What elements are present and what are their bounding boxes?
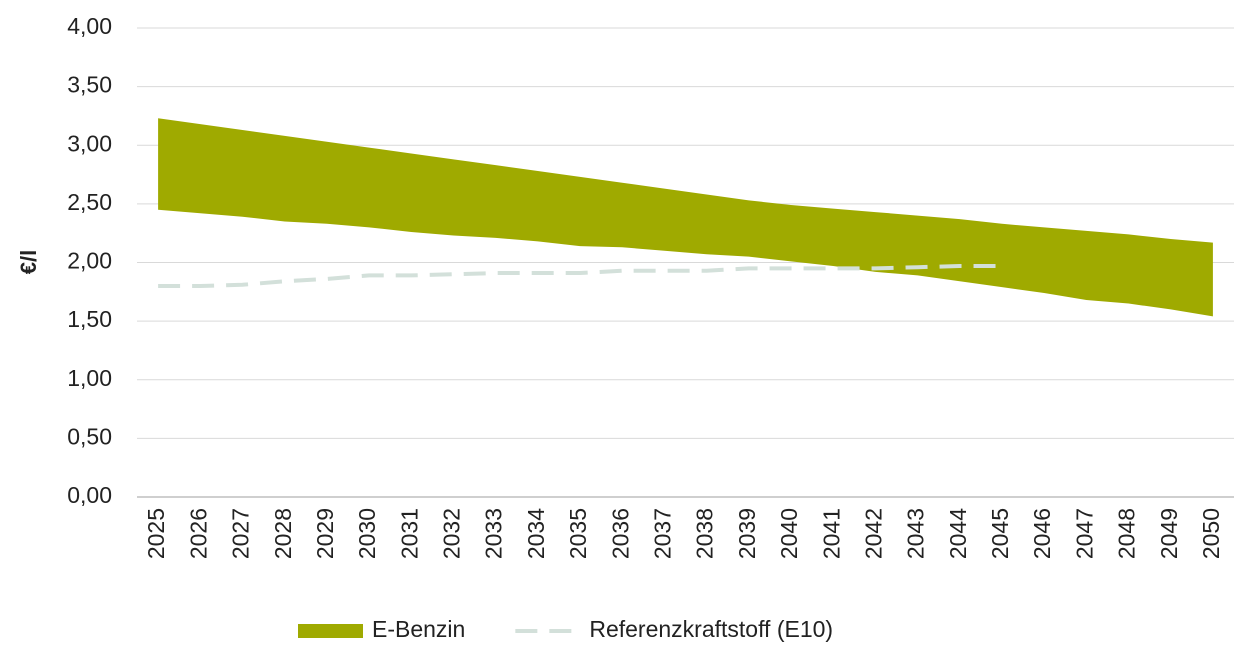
x-tick-label: 2048	[1114, 508, 1140, 559]
x-tick-label: 2027	[228, 508, 254, 559]
line	[158, 264, 1002, 288]
x-tick-label: 2044	[945, 508, 971, 559]
legend-label: E-Benzin	[372, 616, 465, 642]
x-tick-label: 2031	[396, 508, 422, 559]
x-tick-label: 2038	[692, 508, 718, 559]
x-tick-label: 2035	[565, 508, 591, 559]
y-tick-label: 1,00	[67, 365, 112, 391]
y-tick-label: 2,00	[67, 248, 112, 274]
x-tick-label: 2050	[1198, 508, 1224, 559]
x-tick-label: 2039	[734, 508, 760, 559]
y-tick-label: 2,50	[67, 189, 112, 215]
range-area	[158, 118, 1213, 317]
y-tick-label: 0,00	[67, 482, 112, 508]
y-tick-label: 1,50	[67, 306, 112, 332]
x-tick-label: 2026	[185, 508, 211, 559]
y-axis-label: €/l	[16, 250, 41, 274]
x-tick-label: 2043	[903, 508, 929, 559]
legend-swatch	[298, 624, 363, 638]
x-tick-label: 2040	[776, 508, 802, 559]
y-tick-label: 0,50	[67, 423, 112, 449]
x-tick-label: 2047	[1071, 508, 1097, 559]
x-tick-label: 2032	[439, 508, 465, 559]
x-tick-label: 2046	[1029, 508, 1055, 559]
x-tick-label: 2041	[818, 508, 844, 559]
x-tick-label: 2042	[860, 508, 886, 559]
y-tick-label: 4,00	[67, 13, 112, 39]
y-tick-label: 3,00	[67, 130, 112, 156]
x-tick-label: 2034	[523, 508, 549, 559]
x-tick-label: 2030	[354, 508, 380, 559]
x-tick-label: 2025	[143, 508, 169, 559]
x-tick-label: 2033	[481, 508, 507, 559]
x-tick-label: 2049	[1156, 508, 1182, 559]
x-tick-label: 2028	[270, 508, 296, 559]
x-tick-label: 2045	[987, 508, 1013, 559]
x-tick-label: 2037	[649, 508, 675, 559]
legend-label: Referenzkraftstoff (E10)	[589, 616, 833, 642]
x-tick-label: 2029	[312, 508, 338, 559]
x-tick-label: 2036	[607, 508, 633, 559]
y-tick-label: 3,50	[67, 72, 112, 98]
